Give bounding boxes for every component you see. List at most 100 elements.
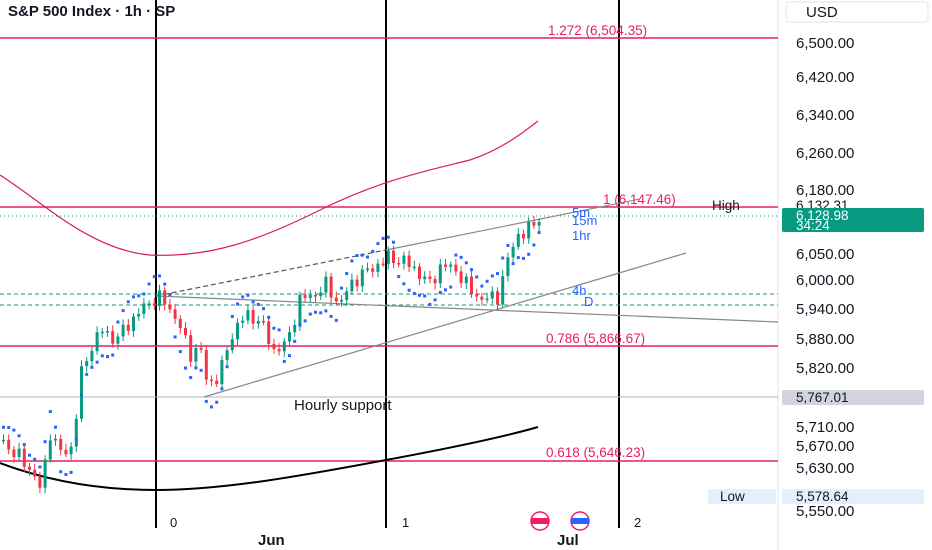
candle-body <box>340 299 343 302</box>
candle-body <box>392 250 395 264</box>
psar-dot <box>490 274 494 278</box>
psar-dot <box>345 272 349 276</box>
psar-dot <box>95 360 99 364</box>
candle-body <box>360 269 364 287</box>
support-value: 5,767.01 <box>796 390 849 405</box>
psar-dot <box>2 425 5 429</box>
candle-body <box>293 325 297 333</box>
candle-body <box>282 341 286 352</box>
candle-body <box>90 351 94 362</box>
psar-dot <box>433 298 437 302</box>
candle-body <box>204 349 208 380</box>
candle-body <box>366 268 369 270</box>
psar-dot <box>80 393 83 397</box>
price-tick: 6,000.00 <box>796 272 854 289</box>
candle-body <box>54 438 57 441</box>
candle-body <box>95 332 99 352</box>
price-axis[interactable]: 6,500.00 6,420.00 6,340.00 6,260.00 6,18… <box>796 35 854 520</box>
psar-dot <box>38 465 42 469</box>
hourly-support-label: Hourly support <box>294 397 392 414</box>
low-label-box <box>708 489 776 504</box>
psar-dot <box>90 365 94 369</box>
psar-dot <box>480 284 484 288</box>
psar-dot <box>59 470 63 474</box>
psar-dot <box>7 426 11 430</box>
psar-dot <box>262 307 265 311</box>
psar-dot <box>22 443 26 447</box>
candle-body <box>220 359 224 385</box>
price-tick: 5,710.00 <box>796 419 854 436</box>
low-value: 5,578.64 <box>796 489 849 504</box>
candle-body <box>381 263 385 266</box>
time-tick-2: 2 <box>634 515 641 530</box>
candle-body <box>319 292 323 297</box>
candle-body <box>438 264 442 284</box>
psar-dot <box>516 256 520 260</box>
candle-body <box>308 295 312 298</box>
psar-dot <box>256 302 260 306</box>
psar-dot <box>522 256 525 260</box>
psar-dot <box>116 320 120 324</box>
time-tick-0: 0 <box>170 515 177 530</box>
candle-body <box>106 331 109 333</box>
psar-dot <box>272 326 276 330</box>
psar-dot <box>64 472 68 476</box>
candle-body <box>147 303 151 305</box>
candle-body <box>496 291 499 305</box>
candle-body <box>272 343 276 350</box>
candle-body <box>85 361 89 367</box>
psar-dot <box>152 275 156 279</box>
tf-label-d: D <box>584 294 593 309</box>
price-tick: 6,050.00 <box>796 246 854 263</box>
psar-dot <box>334 318 338 322</box>
candle-body <box>241 320 245 323</box>
currency-box <box>785 1 929 23</box>
candle-body <box>464 276 468 284</box>
trendline-upper <box>155 249 387 297</box>
psar-dot <box>366 255 369 259</box>
psar-dot <box>33 457 37 461</box>
economic-events-icon[interactable] <box>530 511 590 531</box>
psar-dot <box>412 292 416 296</box>
price-tick: 6,180.00 <box>796 182 854 199</box>
psar-dot <box>350 259 354 263</box>
tf-label-5m: 5m <box>572 205 590 220</box>
last-price-value: 6,128.98 <box>796 208 849 223</box>
psar-dot <box>28 453 31 457</box>
psar-dot <box>355 254 359 258</box>
candle-body <box>314 295 317 297</box>
candle-body <box>532 221 536 226</box>
candle-body <box>236 322 239 340</box>
psar-dot <box>132 295 135 299</box>
psar-dot <box>386 235 390 239</box>
chart-title: S&P 500 Index · 1h · SP <box>8 3 175 20</box>
candle-body <box>137 313 141 317</box>
candle-body <box>262 320 265 323</box>
support-badge <box>782 390 924 405</box>
candle-body <box>74 418 78 447</box>
psar-dot <box>85 372 89 376</box>
psar-dot <box>74 437 78 441</box>
candle-body <box>298 294 302 326</box>
candle-body <box>189 335 193 362</box>
psar-dot <box>449 285 453 289</box>
psar-dot <box>225 365 229 369</box>
candle-body <box>163 290 167 305</box>
price-tick: 5,940.00 <box>796 301 854 318</box>
currency-label[interactable]: USD <box>806 4 838 21</box>
candle-body <box>459 271 463 284</box>
candle-body <box>59 438 63 450</box>
psar-dot <box>43 440 47 444</box>
candle-body <box>256 320 260 324</box>
psar-dot <box>100 354 104 358</box>
psar-dot <box>189 376 193 380</box>
candle-body <box>355 279 359 287</box>
psar-dot <box>184 366 187 370</box>
price-tick: 5,630.00 <box>796 460 854 477</box>
psar-dot <box>194 366 198 370</box>
candle-body <box>397 263 401 265</box>
price-tick: 5,550.00 <box>796 503 854 520</box>
psar-dot <box>308 312 312 316</box>
high-label: High <box>712 198 740 213</box>
